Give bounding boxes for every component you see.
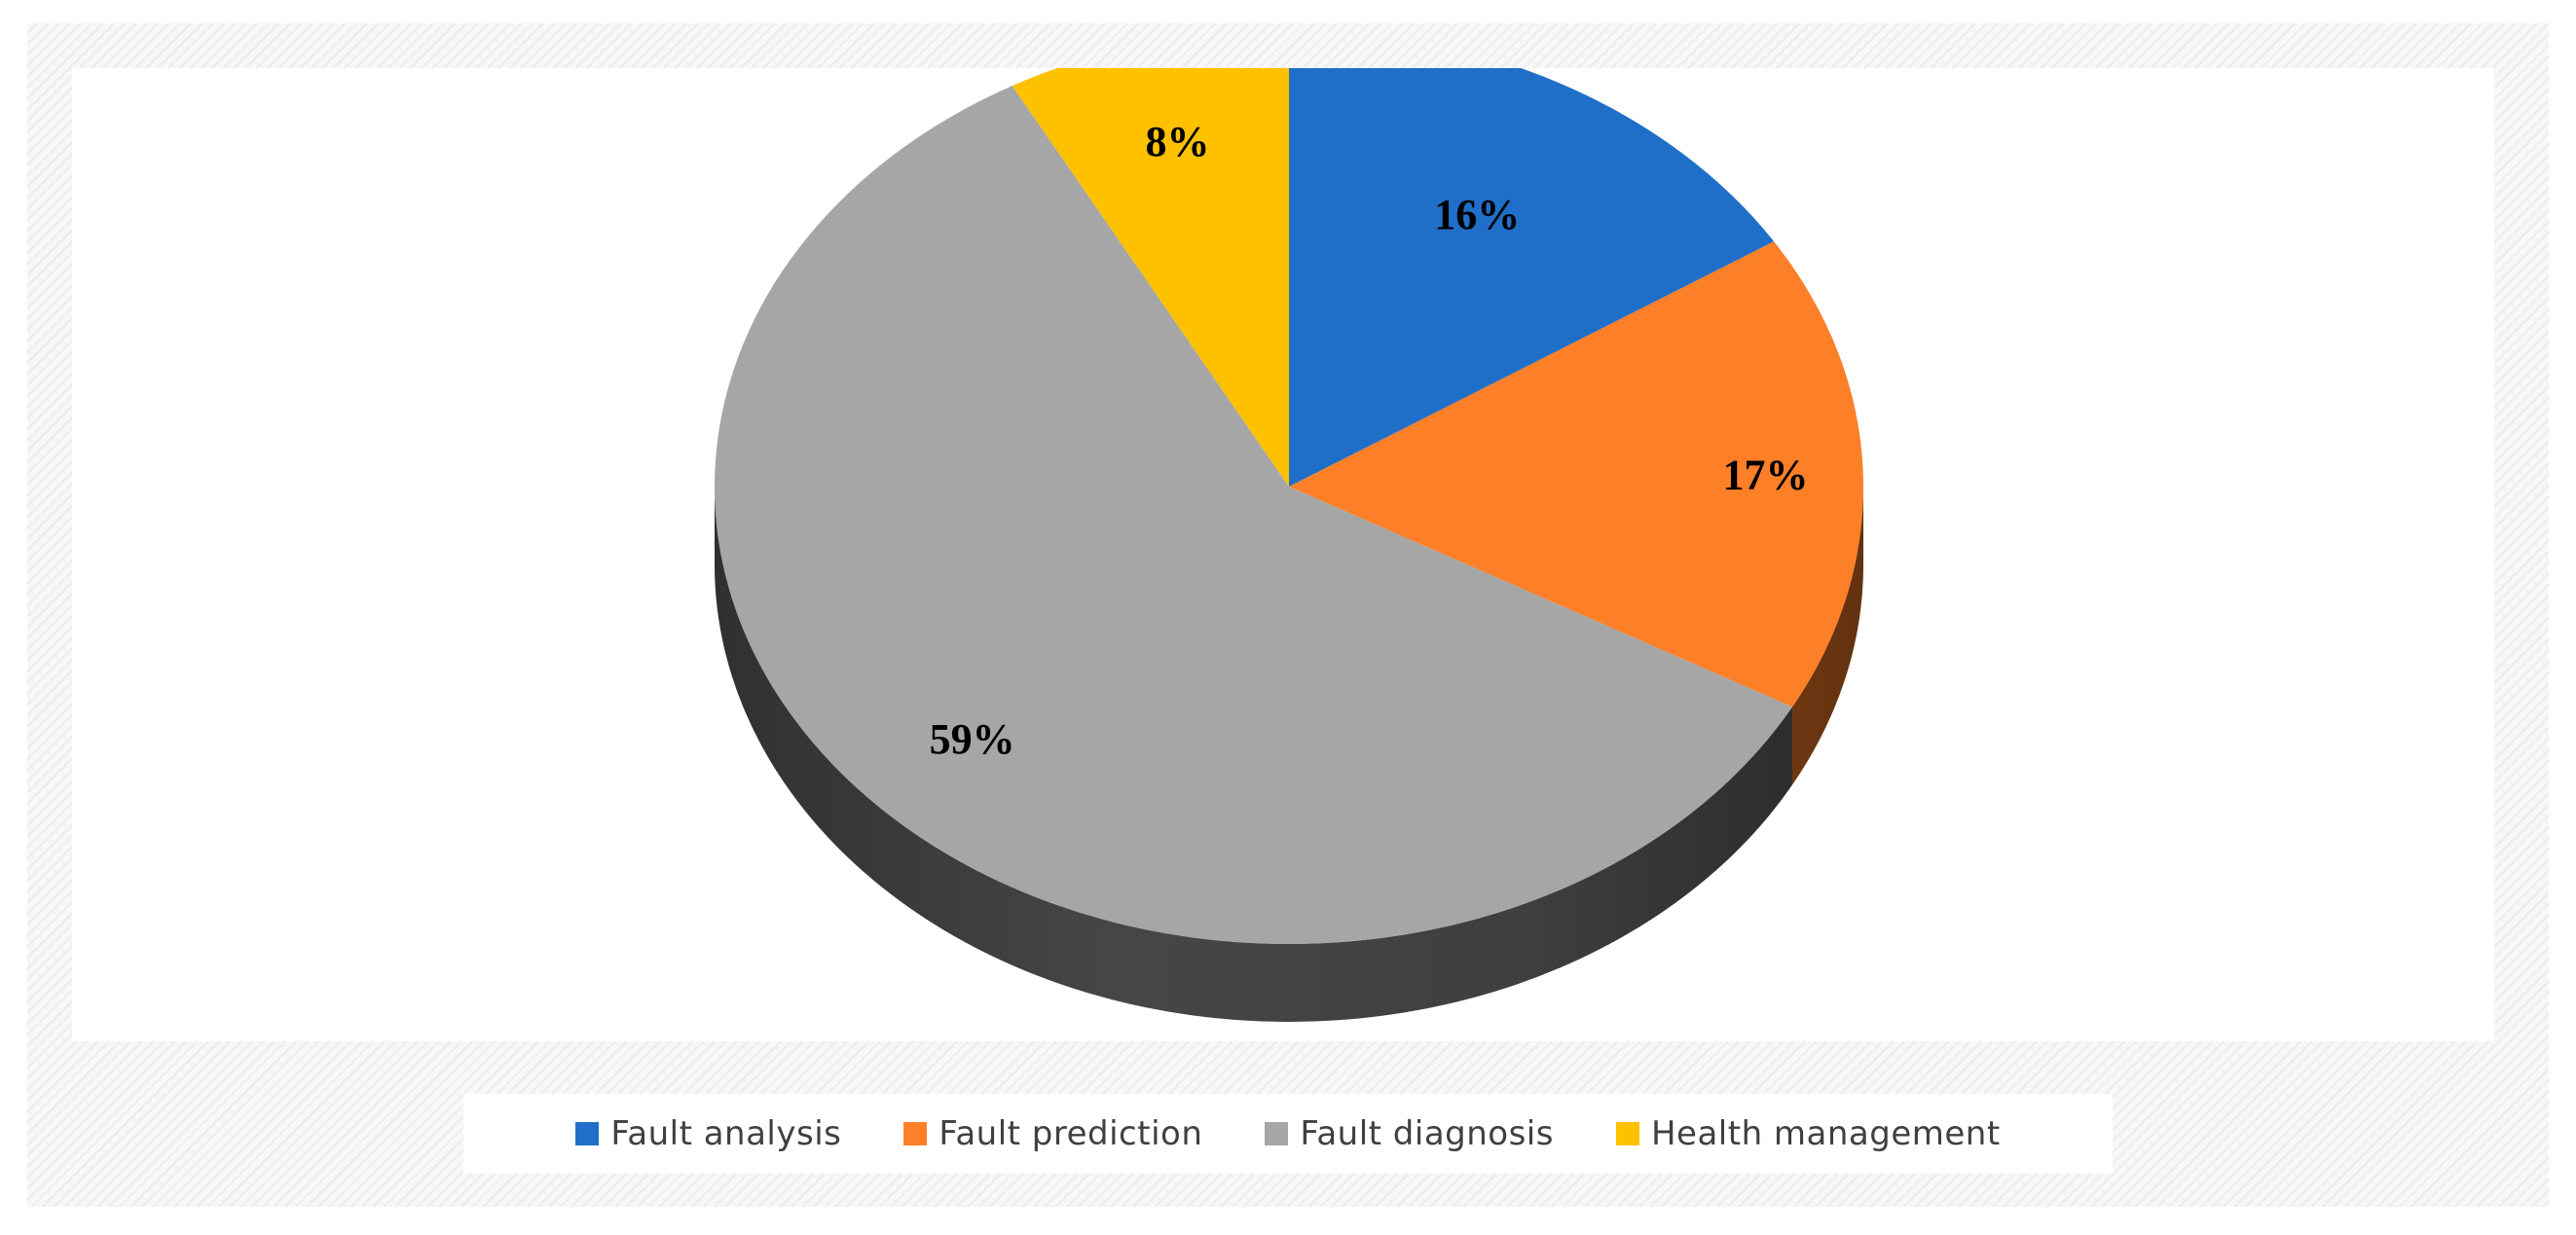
pie-top-group <box>714 68 1863 945</box>
pie-slice-fault-diagnosis <box>714 86 1793 945</box>
legend-label-fault-prediction: Fault prediction <box>938 1114 1203 1153</box>
legend-item-fault-analysis: Fault analysis <box>575 1114 841 1153</box>
legend-swatch-fault-prediction <box>903 1122 928 1145</box>
legend-item-health-management: Health management <box>1615 1114 2001 1153</box>
pie-chart: 16% 17% 59% 8% <box>714 68 1863 1023</box>
legend-label-fault-analysis: Fault analysis <box>610 1114 842 1153</box>
plot-area: 16% 17% 59% 8% <box>72 68 2494 1041</box>
pie-labels-group: 16% 17% 59% 8% <box>930 118 1809 763</box>
legend-swatch-health-management <box>1615 1122 1639 1145</box>
pie-label-fault-diagnosis: 59% <box>930 715 1015 763</box>
legend-item-fault-diagnosis: Fault diagnosis <box>1265 1114 1554 1153</box>
pie-slice-fault-analysis <box>1289 68 1775 487</box>
pie-slice-fault-prediction <box>1289 241 1863 708</box>
legend-swatch-fault-diagnosis <box>1265 1122 1289 1145</box>
pie-depth-group <box>715 487 1863 1023</box>
chart-frame: 16% 17% 59% 8% Fault analysis Fault predict… <box>27 23 2549 1207</box>
pie-label-health-management: 8% <box>1146 118 1210 165</box>
legend-label-health-management: Health management <box>1650 1114 2001 1153</box>
pie-side-shading <box>715 487 1863 1022</box>
pie-label-fault-prediction: 17% <box>1722 452 1808 499</box>
pie-slice-health-management <box>1012 68 1289 487</box>
pie-label-fault-analysis: 16% <box>1434 191 1520 238</box>
legend-item-fault-prediction: Fault prediction <box>903 1114 1202 1153</box>
legend: Fault analysis Fault prediction Fault di… <box>463 1094 2113 1174</box>
legend-label-fault-diagnosis: Fault diagnosis <box>1300 1114 1554 1153</box>
legend-swatch-fault-analysis <box>575 1122 600 1145</box>
